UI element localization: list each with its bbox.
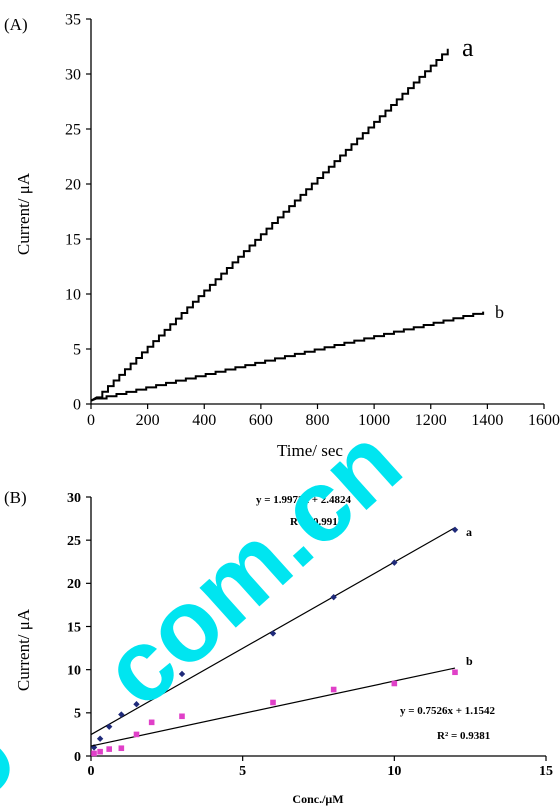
panel-b-label: (B) — [4, 488, 27, 507]
panel-b-series-b-point — [91, 750, 97, 757]
panel-a-series-a-trace — [90, 48, 449, 402]
panel-b-y-tick-label: 15 — [67, 620, 81, 635]
panel-b-equation-b: y = 0.7526x + 1.1542 — [400, 705, 496, 717]
panel-a-x-tick-label: 400 — [192, 412, 216, 429]
panel-a-y-tick-label: 30 — [65, 67, 81, 84]
panel-b-y-tick-label: 20 — [67, 577, 81, 592]
watermark-partial-o: o — [0, 699, 37, 809]
panel-a-y-tick-label: 15 — [65, 232, 81, 249]
panel-b-series-b-point — [179, 713, 185, 720]
panel-b-y-tick-label: 0 — [74, 750, 81, 765]
panel-b-series-b-point — [452, 669, 458, 676]
panel-a-x-tick-label: 600 — [249, 412, 273, 429]
panel-a-y-tick-label: 35 — [65, 12, 81, 29]
panel-a-x-tick-label: 1200 — [415, 412, 447, 429]
panel-a-y-tick-label: 20 — [65, 177, 81, 194]
panel-b-ylabel: Current/ μA — [14, 608, 33, 691]
panel-b-series-b-point — [118, 745, 125, 752]
panel-a-xlabel: Time/ sec — [277, 441, 343, 460]
panel-a-ylabel: Current/ μA — [14, 172, 33, 255]
panel-b-series-a-point — [269, 630, 277, 637]
panel-a-series-b-trace — [90, 311, 485, 402]
panel-a-x-tick-label: 800 — [306, 412, 330, 429]
panel-b-xlabel: Conc./μM — [292, 792, 343, 806]
panel-b-y-tick-label: 25 — [67, 534, 81, 549]
watermark-text: com.cn — [80, 405, 422, 729]
panel-b-series-b-point — [270, 699, 276, 706]
panel-b-series-b-point — [106, 746, 112, 752]
panel-a-series-b-label: b — [495, 302, 504, 322]
panel-a-x-tick-label: 1400 — [471, 412, 503, 429]
panel-b-series-b-point — [133, 731, 140, 738]
panel-b-series-a-point — [96, 735, 104, 742]
panel-b-x-tick-label: 5 — [239, 764, 246, 779]
panel-b-y-tick-label: 30 — [67, 491, 81, 506]
panel-a-y-tick-label: 25 — [65, 122, 81, 139]
panel-b-series-a-point — [148, 691, 155, 698]
panel-b-series-a-point — [178, 670, 186, 678]
panel-a-x-tick-label: 200 — [136, 412, 160, 429]
panel-b-series-b-point — [391, 680, 398, 687]
panel-a-y-tick-label: 10 — [65, 287, 81, 304]
panel-a-label: (A) — [4, 15, 28, 34]
panel-b-series-b-label: b — [466, 654, 473, 668]
panel-a-y-tick-label: 5 — [73, 342, 81, 359]
panel-b-series-a-point — [330, 593, 337, 601]
panel-a-x-tick-label: 1600 — [528, 412, 560, 429]
panel-b-y-tick-label: 10 — [67, 664, 81, 679]
panel-a-x-tick-label: 1000 — [358, 412, 390, 429]
panel-b-series-a-point — [451, 526, 459, 534]
panel-b-y-tick-label: 5 — [74, 707, 81, 722]
panel-b-series-b-point — [148, 719, 155, 726]
panel-a-y-tick-label: 0 — [73, 397, 81, 414]
panel-a-x-tick-label: 0 — [87, 412, 95, 429]
panel-b-r2-b: R² = 0.9381 — [437, 730, 490, 742]
panel-b-series-b-point — [97, 748, 103, 755]
panel-b-x-tick-label: 15 — [539, 764, 553, 779]
panel-b-series-a-point — [391, 559, 398, 566]
panel-a-series-a-label: a — [462, 33, 474, 62]
panel-b-x-tick-label: 0 — [88, 764, 95, 779]
panel-b-series-a-point — [106, 723, 113, 730]
panel-b-series-a-point — [118, 711, 125, 718]
panel-b-r2-a: R² = 0.9917 — [290, 516, 344, 528]
panel-b-equation-a: y = 1.9972x + 2.4824 — [256, 494, 352, 506]
panel-b-series-b-point — [330, 686, 337, 693]
panel-b-x-tick-label: 10 — [387, 764, 401, 779]
panel-b-series-a-label: a — [466, 525, 472, 539]
panel-b-series-a-point — [133, 701, 140, 708]
